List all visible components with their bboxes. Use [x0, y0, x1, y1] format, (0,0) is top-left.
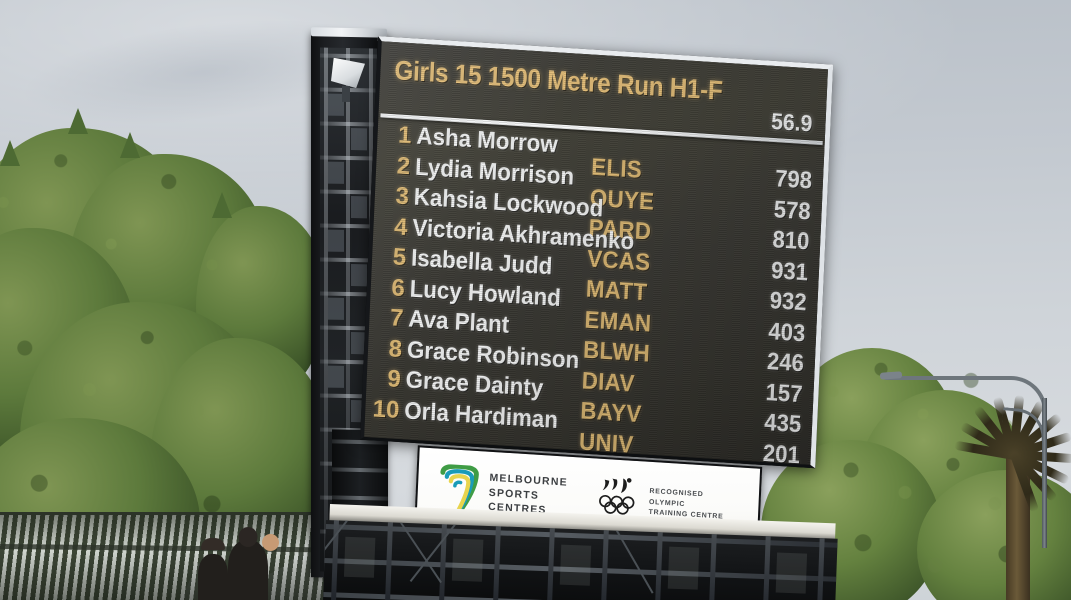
race-clock: 56.9: [770, 107, 814, 137]
tower-cap: [311, 27, 387, 38]
olympic-rings-logo: AUSTRALIA: [594, 472, 642, 529]
sponsor-secondary: AUSTRALIA RECOGNISED OLYMPIC TRAINING CE…: [594, 472, 725, 534]
olympic-emblem-icon: [599, 478, 635, 515]
club-code: UNIV: [578, 427, 635, 459]
event-title: Girls 15 1500 Metre Run H1-F: [393, 55, 724, 106]
street-lamp-arm: [885, 376, 1047, 412]
spectator: [198, 538, 228, 600]
athlete-name: Ava Plant: [407, 305, 510, 339]
led-display: Girls 15 1500 Metre Run H1-F 56.9 1 Asha…: [364, 41, 828, 465]
rank: 5: [392, 243, 407, 272]
rank: 3: [394, 182, 410, 211]
rank: 6: [390, 273, 406, 302]
rank: 2: [396, 151, 411, 180]
rank: 4: [393, 212, 409, 241]
street-lamp-post: [1042, 398, 1047, 548]
scoreboard: Girls 15 1500 Metre Run H1-F 56.9 1 Asha…: [355, 36, 837, 576]
sponsor-primary: MELBOURNE SPORTS CENTRES: [417, 462, 569, 523]
spectator: [228, 527, 279, 600]
rank: 10: [372, 394, 400, 424]
scoreboard-frame: Girls 15 1500 Metre Run H1-F 56.9 1 Asha…: [360, 36, 834, 469]
palm-tree: [954, 372, 1071, 600]
melbourne-sports-centres-swoosh-logo: [440, 463, 479, 517]
rank: 1: [397, 121, 413, 150]
floodlight-mount: [342, 85, 350, 103]
rank: 8: [388, 334, 403, 363]
bib-number: 201: [762, 439, 801, 465]
rank: 9: [386, 365, 402, 394]
sponsor-panel: MELBOURNE SPORTS CENTRES: [414, 445, 763, 553]
results-list: 1 Asha Morrow ELIS 798 2 Lydia Morrison …: [364, 121, 824, 465]
rank: 7: [389, 304, 405, 333]
